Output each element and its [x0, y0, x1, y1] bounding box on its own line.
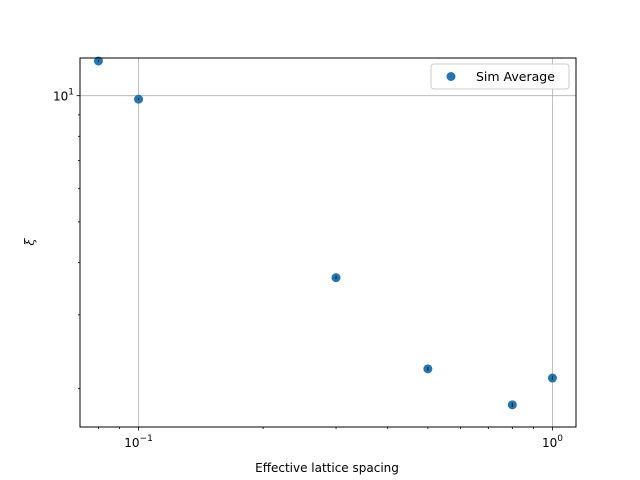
x-tick-label: 10−1: [124, 434, 153, 450]
grid-layer: [80, 58, 576, 427]
y-axis-label: ξ: [23, 238, 38, 246]
legend: Sim Average: [430, 63, 570, 90]
x-axis-label: Effective lattice spacing: [255, 461, 399, 475]
y-tick-label: 101: [53, 88, 74, 104]
legend-box: [430, 63, 570, 90]
plot-frame: [79, 57, 577, 428]
legend-marker: [446, 72, 456, 81]
points-layer: [93, 56, 557, 410]
legend-label: Sim Average: [476, 69, 555, 84]
x-tick-label: 100: [542, 434, 563, 450]
